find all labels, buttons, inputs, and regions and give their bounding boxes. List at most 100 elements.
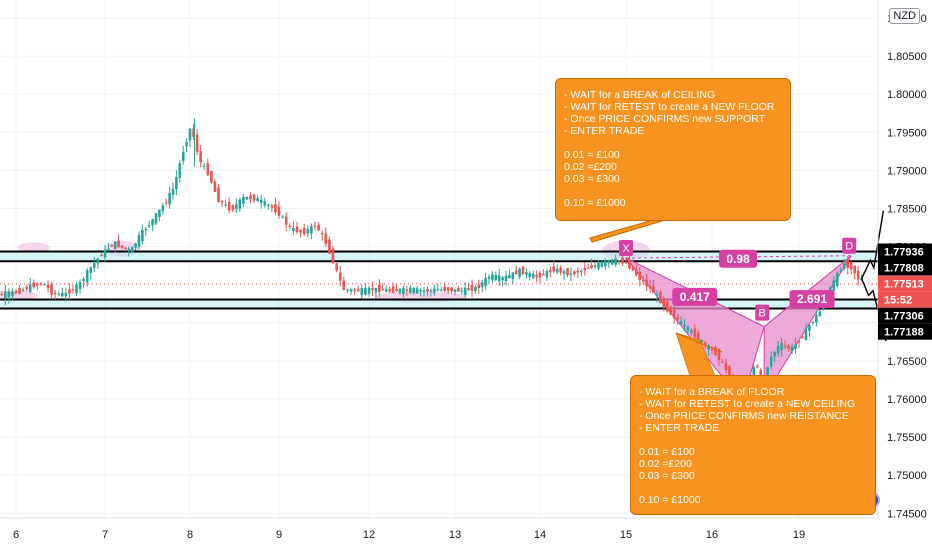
candle-body [724,363,728,371]
candle-body [14,291,18,294]
candle-body [252,194,256,201]
candle-body [439,289,443,291]
candle-body [457,288,460,292]
candle-body [426,289,429,292]
candle-body [53,292,57,295]
note-line: 0.10 = £1000 [564,197,626,209]
support-band [0,299,878,309]
note-line: - WAIT for RETEST to create a NEW FLOOR [564,101,775,113]
price-label: 1.77306 [884,311,924,323]
candle-body [818,311,822,317]
candle-body [566,268,569,276]
currency-badge[interactable]: NZD [889,8,920,24]
candle-body [676,316,679,321]
candle-body [75,284,78,294]
candle-body [562,271,566,274]
candle-body [714,347,717,356]
candle-body [178,163,182,178]
candle-body [525,272,528,275]
candle-body [46,285,50,289]
candle-body [39,283,43,285]
candle-body [508,275,511,279]
ratio-badge [672,287,718,306]
candle-body [484,278,487,286]
candle-body [96,258,100,264]
price-label: 15:52 [884,295,912,307]
candle-body [552,266,556,272]
candle-body [707,345,710,350]
candle-body [103,249,107,258]
x-tick-label: 16 [706,529,718,541]
candle-body [313,225,317,227]
candle-body [555,268,559,273]
y-tick-label: 1.80500 [887,51,927,63]
projection-up [861,210,885,279]
candle-body [398,288,402,293]
candle-body [181,152,185,162]
candle-body [450,287,453,292]
candle-body [263,201,267,206]
candle-body [141,229,144,242]
candle-body [766,367,769,380]
candle-body [638,271,642,280]
note-line: 0.03 = £300 [639,470,695,482]
candle-body [797,340,801,343]
candle-body [672,309,676,319]
candle-body [610,259,614,265]
candle-body [391,286,395,293]
candle-body [497,275,501,282]
candle-body [419,289,422,292]
candle-body [652,286,655,293]
candle-body [590,265,593,269]
candle-body [18,287,21,294]
candle-body [528,272,532,277]
candle-body [242,196,245,204]
note-box-ceiling[interactable]: - WAIT for a BREAK of CEILING - WAIT for… [555,78,791,221]
candle-body [199,151,202,163]
candle-body [245,196,249,200]
candle-body [648,286,652,288]
candle-body [231,205,235,210]
candle-body [267,204,270,206]
note-line: 0.10 = £1000 [639,494,701,506]
candle-body [433,288,436,293]
candle-body [621,257,624,264]
note-box-floor[interactable]: - WAIT for a BREAK of FLOOR - WAIT for R… [630,375,876,515]
candle-body [32,282,36,288]
candle-body [696,332,700,340]
candle-body [569,273,573,275]
candle-body [518,268,521,277]
candle-body [405,289,409,291]
candle-body [703,342,707,345]
candle-body [346,289,349,291]
candle-body [776,345,780,354]
candle-body [614,258,617,265]
candle-body [755,366,759,368]
candle-body [320,233,324,235]
candle-body [415,288,419,294]
candle-body [302,227,306,234]
candle-body [68,289,71,294]
candle-body [463,287,467,295]
candle-body [521,266,525,275]
candle-body [635,269,638,276]
note-line [564,185,782,197]
candle-body [794,344,797,349]
x-tick-label: 14 [534,529,546,541]
candle-body [535,275,538,278]
candle-body [436,289,440,291]
y-tick-label: 1.76500 [887,356,927,368]
candle-body [206,163,210,176]
candle-body [270,205,274,208]
candle-body [161,205,165,212]
candle-body [679,321,683,325]
candle-body [631,266,635,271]
candle-body [408,287,412,294]
candle-body [769,356,773,367]
note-line: - ENTER TRADE [564,125,645,137]
candle-body [576,270,580,273]
candle-body [137,234,141,247]
candle-body [360,288,364,296]
note-line: - WAIT for a BREAK of FLOOR [639,386,785,398]
candle-body [846,259,850,268]
